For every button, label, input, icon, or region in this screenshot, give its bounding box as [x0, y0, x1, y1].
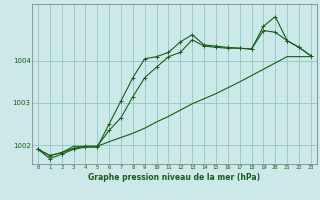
X-axis label: Graphe pression niveau de la mer (hPa): Graphe pression niveau de la mer (hPa): [88, 173, 260, 182]
